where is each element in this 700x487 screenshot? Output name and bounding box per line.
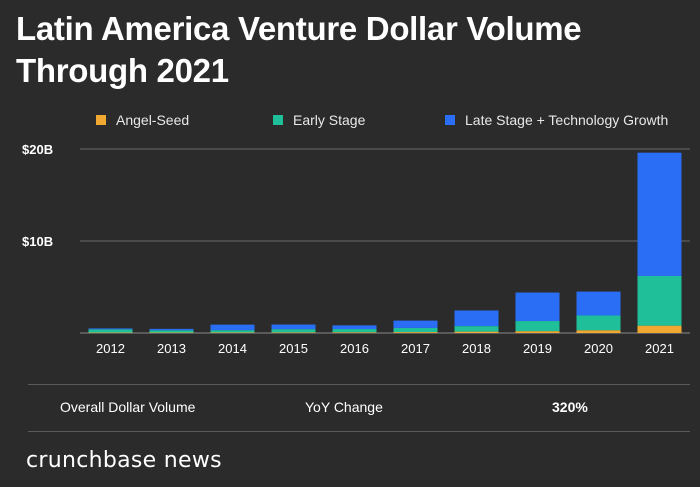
bar-segment	[637, 325, 682, 333]
legend-item-early-stage: Early Stage	[273, 112, 365, 128]
summary-row: Overall Dollar Volume YoY Change 320%	[28, 384, 690, 432]
x-tick-label: 2016	[340, 341, 369, 356]
x-tick-label: 2012	[96, 341, 125, 356]
bar-segment	[149, 330, 194, 333]
legend-label-late-stage: Late Stage + Technology Growth	[465, 112, 669, 128]
bar-segment	[271, 324, 316, 330]
x-tick-label: 2021	[645, 341, 674, 356]
bar-segment	[210, 324, 255, 331]
bar-segment	[576, 291, 621, 316]
bar-segment	[393, 327, 438, 333]
bar-segment	[149, 328, 194, 331]
bar-segment	[515, 321, 560, 332]
bar-segment	[332, 325, 377, 330]
bar-segment	[454, 310, 499, 327]
x-tick-label: 2013	[157, 341, 186, 356]
legend-swatch-late-stage	[445, 115, 455, 125]
brand-logo: crunchbase news	[26, 448, 222, 473]
y-tick-label: $20B	[22, 142, 53, 157]
chart-title: Latin America Venture Dollar Volume Thro…	[16, 10, 582, 89]
bar-segment	[332, 329, 377, 333]
bar-segment	[210, 332, 255, 333]
bar-segment	[515, 292, 560, 322]
bar-segment	[393, 320, 438, 328]
bar-segment	[332, 332, 377, 333]
bar-segment	[271, 332, 316, 333]
x-tick-label: 2019	[523, 341, 552, 356]
bar-segment	[210, 330, 255, 333]
bar-segment	[637, 152, 682, 276]
x-tick-label: 2014	[218, 341, 247, 356]
yoy-change-label: YoY Change	[305, 399, 383, 415]
bar-chart: $10B $20B 2012 2013 2014 2015 2016 2017 2018 2019…	[22, 142, 690, 356]
yoy-change-value: 320%	[552, 399, 588, 415]
bar-segment	[515, 331, 560, 333]
x-tick-label: 2018	[462, 341, 491, 356]
legend-item-angel-seed: Angel-Seed	[96, 112, 189, 128]
legend-item-late-stage: Late Stage + Technology Growth	[445, 112, 668, 128]
bar-segment	[88, 329, 133, 333]
bar-segment	[576, 330, 621, 333]
bar-segment	[393, 332, 438, 333]
x-tick-label: 2017	[401, 341, 430, 356]
y-tick-label: $10B	[22, 234, 53, 249]
bar-segment	[454, 326, 499, 332]
legend-swatch-angel-seed	[96, 115, 106, 125]
bar-segment	[637, 275, 682, 326]
legend-swatch-early-stage	[273, 115, 283, 125]
x-tick-label: 2015	[279, 341, 308, 356]
bar-segment	[454, 331, 499, 333]
bar-segment	[576, 315, 621, 331]
bar-segment	[88, 328, 133, 330]
summary-label: Overall Dollar Volume	[60, 399, 196, 415]
legend-label-angel-seed: Angel-Seed	[116, 112, 190, 128]
legend-label-early-stage: Early Stage	[293, 112, 366, 128]
bar-segment	[271, 329, 316, 333]
x-tick-label: 2020	[584, 341, 613, 356]
legend: Angel-Seed Early Stage Late Stage + Tech…	[0, 112, 700, 132]
